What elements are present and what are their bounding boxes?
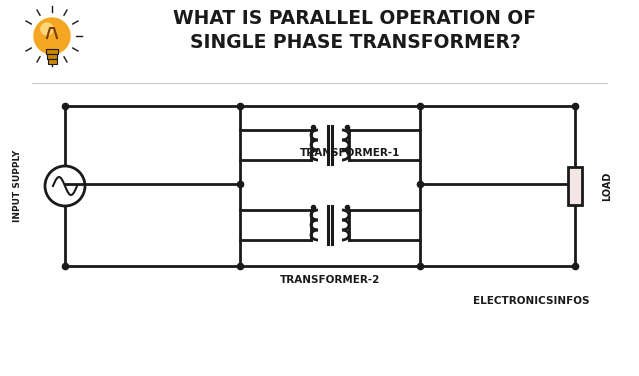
Circle shape	[41, 23, 53, 35]
Text: TRANSFORMER-1: TRANSFORMER-1	[300, 148, 400, 158]
Text: LOAD: LOAD	[602, 171, 612, 201]
Text: INPUT SUPPLY: INPUT SUPPLY	[13, 150, 22, 222]
Bar	[47, 54, 58, 59]
FancyBboxPatch shape	[568, 167, 582, 205]
Text: ELECTRONICSINFOS: ELECTRONICSINFOS	[473, 296, 590, 306]
Text: WHAT IS PARALLEL OPERATION OF: WHAT IS PARALLEL OPERATION OF	[173, 9, 537, 27]
Circle shape	[34, 18, 70, 54]
Bar	[47, 59, 56, 64]
Text: SINGLE PHASE TRANSFORMER?: SINGLE PHASE TRANSFORMER?	[190, 32, 520, 52]
Bar	[46, 49, 58, 54]
Text: TRANSFORMER-2: TRANSFORMER-2	[280, 275, 380, 285]
